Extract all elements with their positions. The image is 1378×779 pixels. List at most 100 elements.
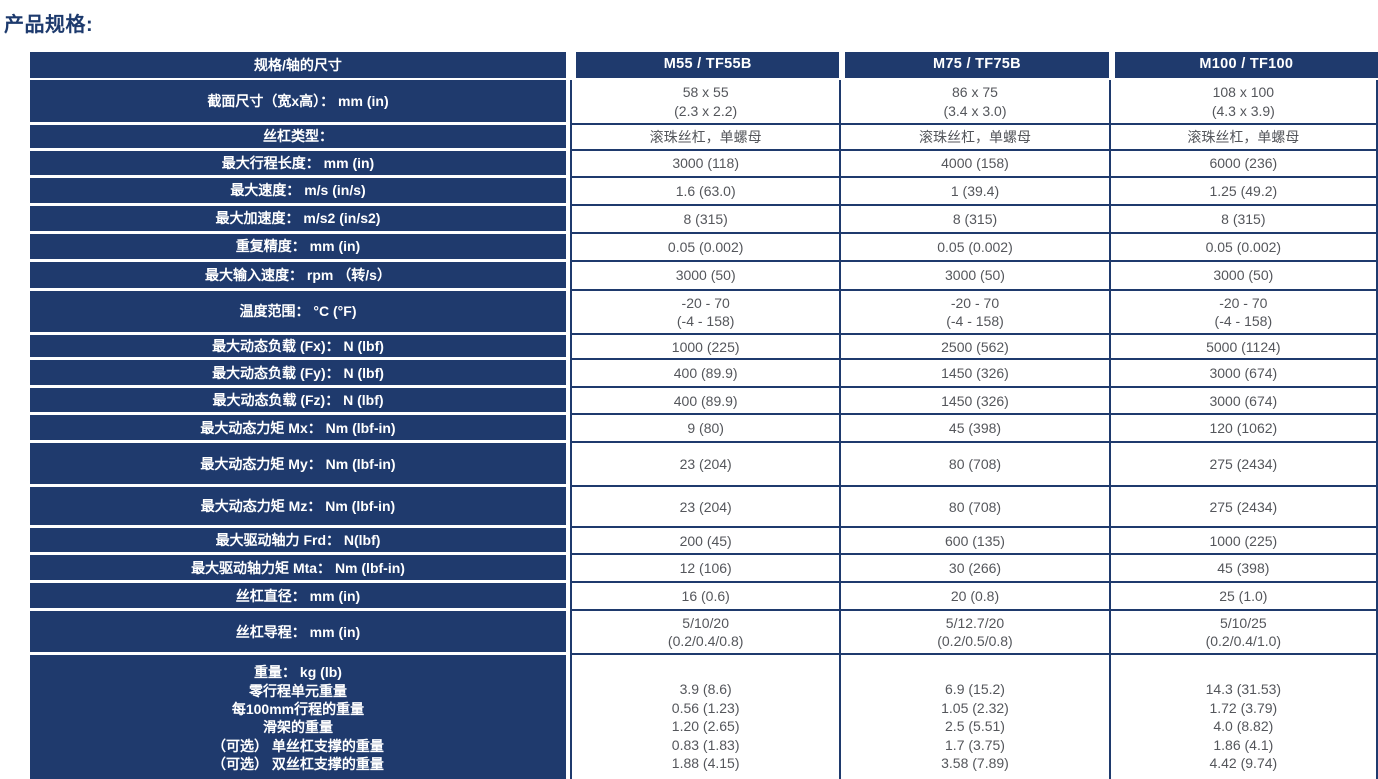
spec-value: 2500 (562) [839,335,1109,361]
spec-value: 9 (80) [570,415,840,444]
spec-value: 3000 (674) [1108,360,1378,389]
spec-row: 温度范围： °C (°F) -20 - 70 (-4 - 158) -20 - 70… [30,291,1378,335]
row-label: 最大行程长度： mm (in) [30,151,570,178]
spec-value: 30 (266) [839,555,1109,584]
spec-value: 16 (0.6) [570,583,840,612]
spec-row: 丝杠类型： 滚珠丝杠，单螺母 滚珠丝杠，单螺母 滚珠丝杠，单螺母 [30,125,1378,151]
spec-value: 20 (0.8) [839,583,1109,612]
spec-value: 1450 (326) [839,388,1109,416]
row-label: 重复精度： mm (in) [30,234,570,262]
header-col-m75: M75 / TF75B [839,52,1109,80]
spec-value: 80 (708) [839,487,1109,529]
spec-table: 规格/轴的尺寸 M55 / TF55B M75 / TF75B M100 / T… [30,52,1378,779]
row-label: 最大动态力矩 Mx： Nm (lbf-in) [30,415,570,444]
spec-value: 25 (1.0) [1108,583,1378,612]
row-label: 最大动态负载 (Fz)： N (lbf) [30,388,570,416]
spec-row: 最大动态负载 (Fx)： N (lbf) 1000 (225) 2500 (562)… [30,335,1378,361]
row-label: 最大加速度： m/s2 (in/s2) [30,206,570,234]
spec-value: 滚珠丝杠，单螺母 [570,125,840,151]
spec-value: 108 x 100 (4.3 x 3.9) [1108,80,1378,125]
spec-value: 80 (708) [839,443,1109,488]
spec-row: 截面尺寸（宽x高）： mm (in) 58 x 55 (2.3 x 2.2) 86 … [30,80,1378,125]
spec-value: 0.05 (0.002) [839,234,1109,262]
spec-row: 重量： kg (lb) 零行程单元重量 每100mm行程的重量 滑架的重量 （可… [30,655,1378,779]
spec-value: 1000 (225) [1108,528,1378,556]
spec-row: 最大动态力矩 Mx： Nm (lbf-in) 9 (80) 45 (398) 120 … [30,415,1378,444]
spec-value: 45 (398) [839,415,1109,444]
spec-value: 275 (2434) [1108,443,1378,488]
spec-value: 12 (106) [570,555,840,584]
spec-value: 8 (315) [1108,206,1378,234]
row-label: 重量： kg (lb) 零行程单元重量 每100mm行程的重量 滑架的重量 （可… [30,655,570,779]
spec-row: 最大动态力矩 Mz： Nm (lbf-in) 23 (204) 80 (708) 27… [30,487,1378,529]
spec-value: 3000 (50) [839,262,1109,291]
spec-row: 最大动态负载 (Fy)： N (lbf) 400 (89.9) 1450 (326)… [30,360,1378,389]
spec-value: 1.25 (49.2) [1108,178,1378,206]
spec-value: 1000 (225) [570,335,840,361]
spec-value: 3000 (50) [1108,262,1378,291]
spec-value: 600 (135) [839,528,1109,556]
spec-value: 6.9 (15.2) 1.05 (2.32) 2.5 (5.51) 1.7 (3… [839,655,1109,779]
spec-value: 1.6 (63.0) [570,178,840,206]
spec-row: 最大加速度： m/s2 (in/s2) 8 (315) 8 (315) 8 (315) [30,206,1378,234]
spec-value: 58 x 55 (2.3 x 2.2) [570,80,840,125]
row-label: 最大动态负载 (Fx)： N (lbf) [30,335,570,361]
table-header-row: 规格/轴的尺寸 M55 / TF55B M75 / TF75B M100 / T… [30,52,1378,80]
spec-value: 45 (398) [1108,555,1378,584]
spec-value: 200 (45) [570,528,840,556]
spec-row: 最大动态力矩 My： Nm (lbf-in) 23 (204) 80 (708) 27… [30,443,1378,488]
spec-row: 丝杠导程： mm (in) 5/10/20 (0.2/0.4/0.8) 5/12.7… [30,611,1378,656]
spec-value: 86 x 75 (3.4 x 3.0) [839,80,1109,125]
row-label: 最大动态力矩 Mz： Nm (lbf-in) [30,487,570,529]
spec-value: 3000 (674) [1108,388,1378,416]
spec-row: 最大驱动轴力 Frd： N(lbf) 200 (45) 600 (135) 1000 … [30,528,1378,556]
spec-row: 最大动态负载 (Fz)： N (lbf) 400 (89.9) 1450 (326)… [30,388,1378,416]
spec-value: 275 (2434) [1108,487,1378,529]
row-label: 温度范围： °C (°F) [30,291,570,335]
spec-value: 1 (39.4) [839,178,1109,206]
row-label: 丝杠类型： [30,125,570,151]
spec-value: 6000 (236) [1108,151,1378,178]
spec-value: 23 (204) [570,443,840,488]
spec-value: 0.05 (0.002) [1108,234,1378,262]
spec-value: 8 (315) [839,206,1109,234]
spec-row: 丝杠直径： mm (in) 16 (0.6) 20 (0.8) 25 (1.0) [30,583,1378,612]
spec-value: 3000 (118) [570,151,840,178]
spec-value: 3.9 (8.6) 0.56 (1.23) 1.20 (2.65) 0.83 (… [570,655,840,779]
spec-value: 1450 (326) [839,360,1109,389]
spec-value: -20 - 70 (-4 - 158) [1108,291,1378,335]
spec-value: -20 - 70 (-4 - 158) [839,291,1109,335]
row-label: 最大驱动轴力 Frd： N(lbf) [30,528,570,556]
spec-row: 最大驱动轴力矩 Mta： Nm (lbf-in) 12 (106) 30 (266)… [30,555,1378,584]
row-label: 最大速度： m/s (in/s) [30,178,570,206]
row-label: 最大动态负载 (Fy)： N (lbf) [30,360,570,389]
spec-value: 120 (1062) [1108,415,1378,444]
row-label: 最大输入速度： rpm （转/s） [30,262,570,291]
row-label: 丝杠导程： mm (in) [30,611,570,656]
row-label: 最大动态力矩 My： Nm (lbf-in) [30,443,570,488]
spec-value: 4000 (158) [839,151,1109,178]
spec-value: 400 (89.9) [570,360,840,389]
header-label: 规格/轴的尺寸 [30,52,570,80]
page-title: 产品规格: [4,14,94,36]
spec-value: -20 - 70 (-4 - 158) [570,291,840,335]
spec-value: 23 (204) [570,487,840,529]
header-col-m55: M55 / TF55B [570,52,840,80]
header-col-m100: M100 / TF100 [1108,52,1378,80]
spec-row: 最大输入速度： rpm （转/s） 3000 (50) 3000 (50) 3000 … [30,262,1378,291]
spec-value: 5/10/25 (0.2/0.4/1.0) [1108,611,1378,656]
spec-value: 5000 (1124) [1108,335,1378,361]
spec-value: 400 (89.9) [570,388,840,416]
spec-value: 3000 (50) [570,262,840,291]
spec-value: 5/12.7/20 (0.2/0.5/0.8) [839,611,1109,656]
spec-value: 滚珠丝杠，单螺母 [839,125,1109,151]
spec-value: 14.3 (31.53) 1.72 (3.79) 4.0 (8.82) 1.86… [1108,655,1378,779]
spec-value: 5/10/20 (0.2/0.4/0.8) [570,611,840,656]
page: 产品规格: 规格/轴的尺寸 M55 / TF55B M75 / TF75B M1… [0,8,1378,779]
row-label: 截面尺寸（宽x高）： mm (in) [30,80,570,125]
spec-row: 最大速度： m/s (in/s) 1.6 (63.0) 1 (39.4) 1.25 (… [30,178,1378,206]
row-label: 丝杠直径： mm (in) [30,583,570,612]
spec-value: 0.05 (0.002) [570,234,840,262]
spec-row: 重复精度： mm (in) 0.05 (0.002) 0.05 (0.002) 0.0… [30,234,1378,262]
spec-row: 最大行程长度： mm (in) 3000 (118) 4000 (158) 6000 … [30,151,1378,178]
